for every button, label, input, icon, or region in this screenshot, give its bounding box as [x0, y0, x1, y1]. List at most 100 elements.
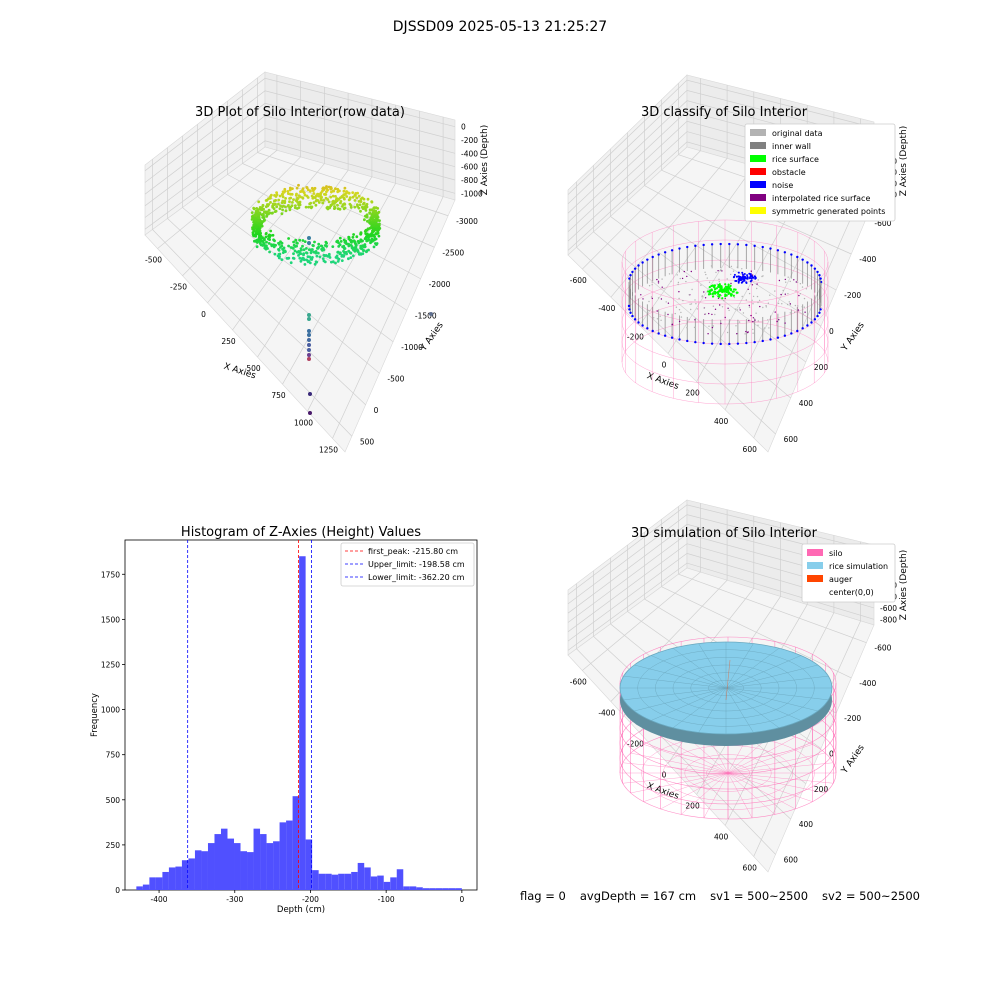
histogram-bar — [253, 828, 261, 890]
interior-point — [685, 280, 687, 283]
footer-status: flag = 0 avgDepth = 167 cm sv1 = 500~2500 s… — [520, 889, 934, 903]
raw-data-point — [340, 253, 344, 257]
histogram-bar — [136, 886, 143, 890]
raw-data-point — [295, 186, 299, 190]
noise-point — [796, 255, 799, 259]
raw-data-point — [264, 232, 268, 235]
raw-data-point — [298, 256, 302, 260]
raw-outlier-point — [307, 338, 311, 342]
y-tick-label: -400 — [859, 679, 876, 688]
interior-point — [656, 318, 659, 320]
interior-point — [690, 270, 692, 273]
histogram-bar — [390, 877, 397, 890]
interior-point — [748, 304, 750, 307]
x-tick-label: -100 — [378, 895, 395, 904]
noise-point — [637, 321, 640, 324]
noise-point — [663, 334, 667, 337]
raw-data-point — [312, 201, 316, 205]
y-tick-label: -400 — [859, 255, 876, 264]
histogram-bar — [181, 860, 189, 890]
raw-outlier-point — [429, 312, 433, 316]
y-gridline — [152, 229, 353, 437]
panel-title: Histogram of Z-Axies (Height) Values — [181, 525, 421, 540]
rice-surface-point — [729, 287, 732, 290]
y-gridline — [610, 216, 807, 363]
silo-floor-spoke — [727, 736, 796, 774]
interior-point — [726, 278, 728, 280]
raw-data-point — [279, 204, 282, 208]
interior-point — [708, 325, 710, 327]
interior-point — [758, 299, 761, 302]
raw-data-point — [303, 263, 307, 266]
noise-point — [813, 318, 817, 321]
noise-point — [686, 339, 689, 343]
histogram-bar — [338, 873, 345, 890]
raw-data-point — [251, 217, 255, 220]
rice-surface-point — [725, 287, 728, 290]
interior-point — [712, 305, 715, 307]
raw-data-point — [372, 206, 376, 210]
raw-data-point — [338, 236, 342, 240]
interior-point — [650, 296, 653, 298]
interior-point — [711, 319, 713, 321]
raw-data-point — [254, 239, 258, 243]
raw-data-point — [258, 230, 261, 234]
panel-raw-data: -500-2500250500750100012505000-500-1000-… — [144, 71, 490, 454]
y-tick-label: 1750 — [101, 570, 120, 579]
raw-data-point — [347, 235, 351, 239]
legend-swatch — [750, 142, 766, 149]
interior-point — [651, 297, 653, 300]
interior-point — [789, 304, 791, 306]
raw-data-point — [280, 241, 284, 245]
raw-data-point — [371, 217, 374, 221]
interior-point — [787, 276, 789, 278]
raw-data-point — [309, 205, 313, 209]
raw-data-point — [269, 201, 272, 204]
raw-data-point — [350, 246, 354, 250]
y-tick-label: -600 — [874, 219, 891, 228]
raw-data-point — [278, 243, 281, 246]
interior-point — [733, 296, 735, 299]
noise-point — [753, 340, 756, 344]
interior-point — [651, 284, 653, 286]
raw-data-point — [258, 226, 262, 229]
rice-surface-point — [733, 288, 736, 291]
raw-data-point — [305, 186, 309, 190]
y-tick-label: 600 — [784, 435, 799, 444]
x-tick-label: -200 — [302, 895, 319, 904]
raw-data-point — [358, 203, 362, 207]
raw-data-point — [342, 238, 346, 242]
x-tick-label: 1000 — [294, 418, 313, 427]
interior-point — [686, 275, 688, 278]
raw-data-point — [273, 210, 277, 214]
interior-point — [784, 278, 786, 281]
raw-data-point — [325, 190, 328, 194]
x-tick-label: -500 — [145, 256, 162, 265]
rice-surface-point — [717, 284, 720, 287]
interior-point — [738, 307, 741, 309]
histogram-bar — [403, 886, 410, 890]
z-gridline — [144, 77, 456, 172]
raw-data-point — [254, 230, 258, 234]
raw-data-point — [349, 256, 353, 259]
raw-data-point — [275, 193, 279, 197]
interior-point — [657, 280, 660, 282]
raw-data-point — [375, 222, 378, 226]
raw-data-point — [331, 245, 335, 249]
raw-data-point — [325, 241, 328, 245]
interior-point — [794, 304, 797, 307]
raw-data-point — [361, 252, 365, 256]
interior-point — [730, 265, 733, 268]
raw-data-point — [255, 207, 259, 210]
raw-data-point — [273, 239, 276, 243]
noise-point — [651, 329, 654, 333]
raw-data-point — [307, 205, 310, 209]
y-tick-label: 400 — [799, 820, 814, 829]
noise-point — [738, 276, 741, 279]
raw-data-point — [335, 197, 339, 201]
raw-data-point — [302, 253, 305, 257]
rice-surface-point — [727, 292, 730, 295]
interior-point — [678, 320, 681, 323]
raw-data-point — [324, 254, 328, 257]
noise-point — [745, 341, 748, 345]
